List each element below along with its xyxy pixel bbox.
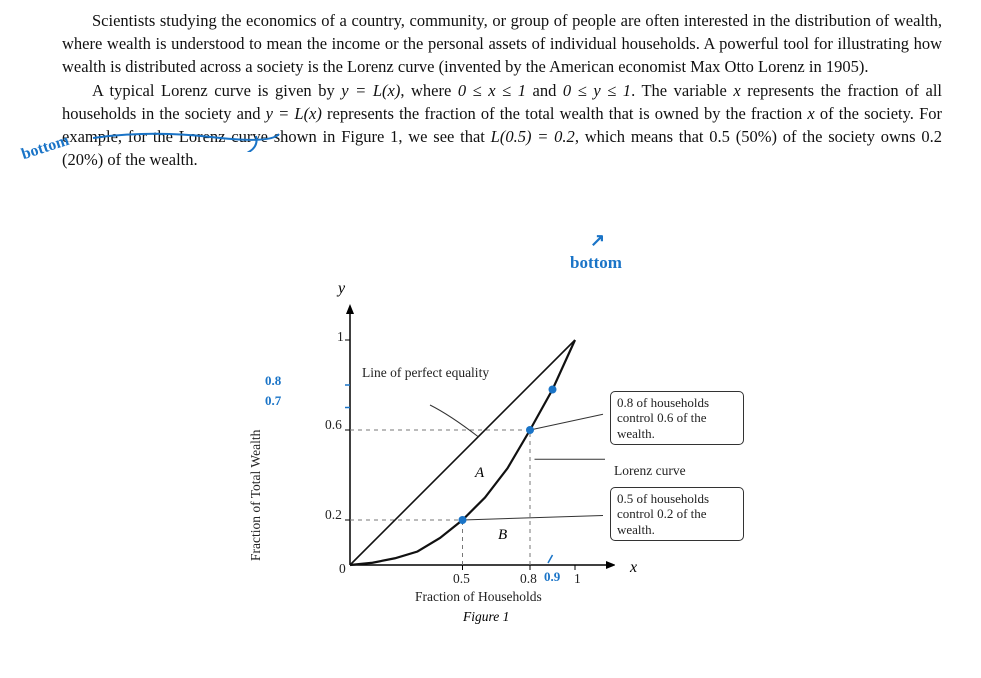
eq-xrange: 0 ≤ x ≤ 1 [458,81,526,100]
p2-text-f: represents the fraction of the total wea… [322,104,808,123]
ytick-02: 0.2 [325,507,342,523]
xtick-05: 0.5 [453,571,470,587]
x-axis-title: Fraction of Households [415,589,542,605]
figure-caption: Figure 1 [463,609,509,625]
annotation-05: 0.5 of households control 0.2 of the wea… [610,487,744,541]
p2-text-b: , where [400,81,458,100]
ytick-06: 0.6 [325,417,342,433]
eq-y-Lx2: y = L(x) [266,104,322,123]
xtick-1: 1 [574,571,581,587]
eq-x2: x [807,104,814,123]
handwritten-x09: 0.9 [544,569,560,585]
region-a-label: A [475,465,484,482]
x-axis-symbol: x [630,559,637,577]
p2-text-a: A typical Lorenz curve is given by [92,81,341,100]
paragraph-2: A typical Lorenz curve is given by y = L… [62,80,942,171]
region-b-label: B [498,527,507,544]
equality-label: Line of perfect equality [362,365,489,381]
p2-text-c: and [526,81,563,100]
p2-text-d: . The variable [631,81,733,100]
eq-yrange: 0 ≤ y ≤ 1 [563,81,631,100]
xtick-08: 0.8 [520,571,537,587]
paragraph-1: Scientists studying the economics of a c… [62,10,942,78]
handwritten-y07: 0.7 [265,393,281,409]
lorenz-plot [285,275,615,595]
arrow-up-icon: ↗ [590,230,605,251]
eq-x: x [733,81,740,100]
handwritten-y08: 0.8 [265,373,281,389]
lorenz-label: Lorenz curve [614,463,686,479]
ytick-1: 1 [337,329,344,345]
eq-L05: L(0.5) = 0.2 [491,127,575,146]
origin-label: 0 [339,561,346,577]
eq-y-Lx: y = L(x) [341,81,400,100]
handwritten-underline [91,128,281,152]
figure-1: Fraction of Total Wealth y x 1 0.6 0.2 0… [230,265,770,665]
y-axis-title: Fraction of Total Wealth [248,430,264,561]
annotation-08: 0.8 of households control 0.6 of the wea… [610,391,744,445]
y-axis-symbol: y [338,280,345,298]
